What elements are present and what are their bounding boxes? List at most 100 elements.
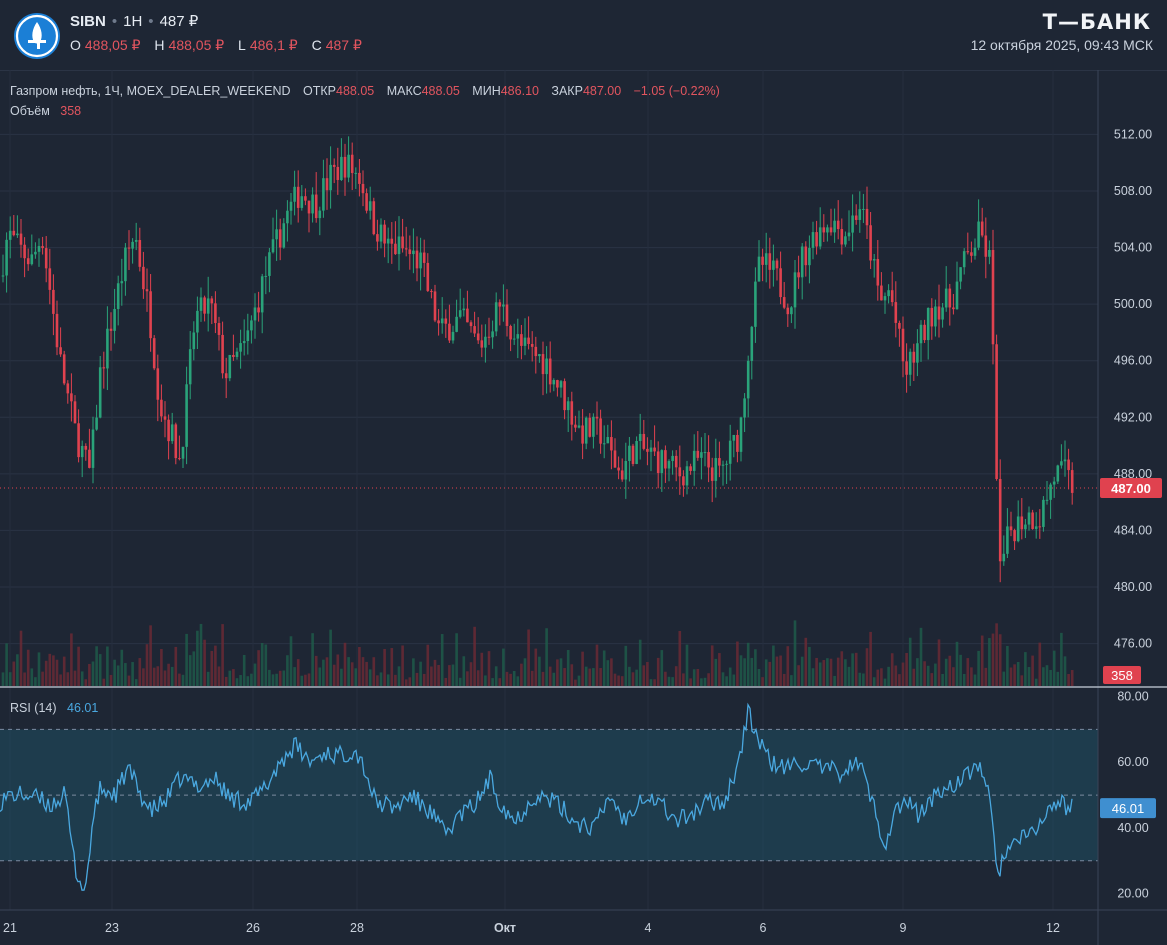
- candle-body[interactable]: [134, 240, 138, 242]
- candle-body[interactable]: [55, 313, 59, 348]
- candle-body[interactable]: [995, 344, 998, 480]
- candle-body[interactable]: [638, 433, 642, 441]
- candle-body[interactable]: [343, 156, 347, 178]
- candle-body[interactable]: [62, 354, 66, 384]
- candle-body[interactable]: [386, 238, 390, 244]
- candle-body[interactable]: [642, 433, 646, 449]
- ticker-symbol[interactable]: SIBN: [70, 13, 106, 30]
- candle-body[interactable]: [466, 308, 469, 323]
- candle-body[interactable]: [426, 262, 430, 291]
- candle-body[interactable]: [293, 186, 296, 202]
- candle-body[interactable]: [206, 298, 210, 314]
- candle-body[interactable]: [581, 425, 584, 444]
- candle-body[interactable]: [1009, 526, 1013, 531]
- candle-body[interactable]: [1052, 481, 1056, 485]
- candle-body[interactable]: [786, 307, 790, 315]
- candle-body[interactable]: [552, 380, 556, 385]
- candle-body[interactable]: [725, 463, 728, 465]
- candle-body[interactable]: [512, 338, 516, 340]
- candle-body[interactable]: [869, 225, 872, 261]
- candle-body[interactable]: [772, 260, 775, 270]
- candle-body[interactable]: [401, 236, 404, 249]
- candle-body[interactable]: [624, 460, 628, 480]
- candle-body[interactable]: [41, 246, 44, 249]
- candle-body[interactable]: [491, 331, 494, 338]
- candle-body[interactable]: [822, 227, 826, 233]
- candle-body[interactable]: [170, 424, 174, 442]
- candle-body[interactable]: [214, 303, 217, 324]
- candle-body[interactable]: [12, 230, 16, 236]
- candle-body[interactable]: [545, 358, 548, 375]
- candle-body[interactable]: [653, 447, 656, 452]
- candle-body[interactable]: [764, 253, 768, 265]
- rsi-line[interactable]: [0, 702, 1073, 891]
- candle-body[interactable]: [217, 323, 221, 335]
- candle-body[interactable]: [257, 307, 260, 313]
- candle-body[interactable]: [840, 229, 844, 245]
- candle-body[interactable]: [505, 304, 509, 326]
- candle-body[interactable]: [1049, 484, 1052, 500]
- candle-body[interactable]: [602, 443, 606, 445]
- candle-body[interactable]: [347, 154, 350, 178]
- candle-body[interactable]: [858, 209, 862, 220]
- candle-body[interactable]: [109, 328, 113, 331]
- candle-body[interactable]: [980, 221, 984, 236]
- candle-body[interactable]: [970, 252, 973, 256]
- candle-body[interactable]: [959, 267, 962, 282]
- candle-body[interactable]: [422, 252, 426, 263]
- candle-body[interactable]: [1027, 512, 1031, 525]
- candle-body[interactable]: [84, 445, 88, 450]
- candle-body[interactable]: [739, 417, 743, 452]
- candle-body[interactable]: [685, 466, 689, 486]
- candle-body[interactable]: [1056, 465, 1060, 482]
- candle-body[interactable]: [199, 297, 203, 311]
- candle-body[interactable]: [732, 434, 736, 441]
- candle-body[interactable]: [8, 230, 12, 240]
- candle-body[interactable]: [80, 445, 84, 458]
- candle-body[interactable]: [538, 354, 541, 357]
- candle-body[interactable]: [282, 223, 286, 248]
- candle-body[interactable]: [1034, 526, 1038, 529]
- candle-body[interactable]: [912, 351, 916, 363]
- candle-body[interactable]: [430, 290, 433, 292]
- candle-body[interactable]: [52, 289, 55, 314]
- candle-body[interactable]: [325, 178, 329, 191]
- time-axis[interactable]: 21 23 26 28 Окт 4 6 9 12: [0, 909, 1167, 935]
- candle-body[interactable]: [919, 324, 923, 344]
- candle-body[interactable]: [1013, 530, 1016, 542]
- candle-body[interactable]: [613, 450, 617, 468]
- candle-body[interactable]: [883, 296, 887, 301]
- candle-body[interactable]: [548, 358, 552, 385]
- candle-body[interactable]: [127, 247, 131, 249]
- candle-body[interactable]: [16, 233, 19, 236]
- candle-body[interactable]: [336, 166, 340, 180]
- candle-body[interactable]: [174, 424, 178, 459]
- candle-body[interactable]: [37, 246, 41, 252]
- candle-body[interactable]: [523, 337, 527, 346]
- candle-body[interactable]: [775, 260, 779, 269]
- candle-body[interactable]: [275, 229, 278, 240]
- candle-body[interactable]: [599, 418, 602, 444]
- candle-body[interactable]: [224, 373, 228, 379]
- candle-body[interactable]: [930, 307, 934, 327]
- candle-body[interactable]: [332, 164, 336, 167]
- candle-body[interactable]: [1002, 553, 1006, 562]
- candle-body[interactable]: [703, 452, 707, 454]
- rsi-value-badge[interactable]: [1100, 798, 1156, 819]
- chart-area[interactable]: 80.00 60.00 40.00 20.00 46.01 512.00 508.00 50…: [0, 70, 1167, 945]
- candle-body[interactable]: [1, 275, 5, 277]
- candle-body[interactable]: [361, 183, 365, 194]
- candle-body[interactable]: [444, 318, 448, 324]
- candle-body[interactable]: [973, 247, 977, 256]
- candle-body[interactable]: [1031, 512, 1034, 529]
- candle-body[interactable]: [635, 440, 638, 464]
- candle-body[interactable]: [149, 291, 152, 339]
- candle-body[interactable]: [750, 326, 754, 361]
- candle-body[interactable]: [1045, 499, 1049, 501]
- candle-body[interactable]: [203, 297, 206, 314]
- candle-body[interactable]: [462, 308, 466, 311]
- candle-body[interactable]: [221, 334, 224, 374]
- candle-body[interactable]: [376, 234, 379, 242]
- candle-body[interactable]: [487, 336, 491, 338]
- candle-body[interactable]: [941, 307, 944, 320]
